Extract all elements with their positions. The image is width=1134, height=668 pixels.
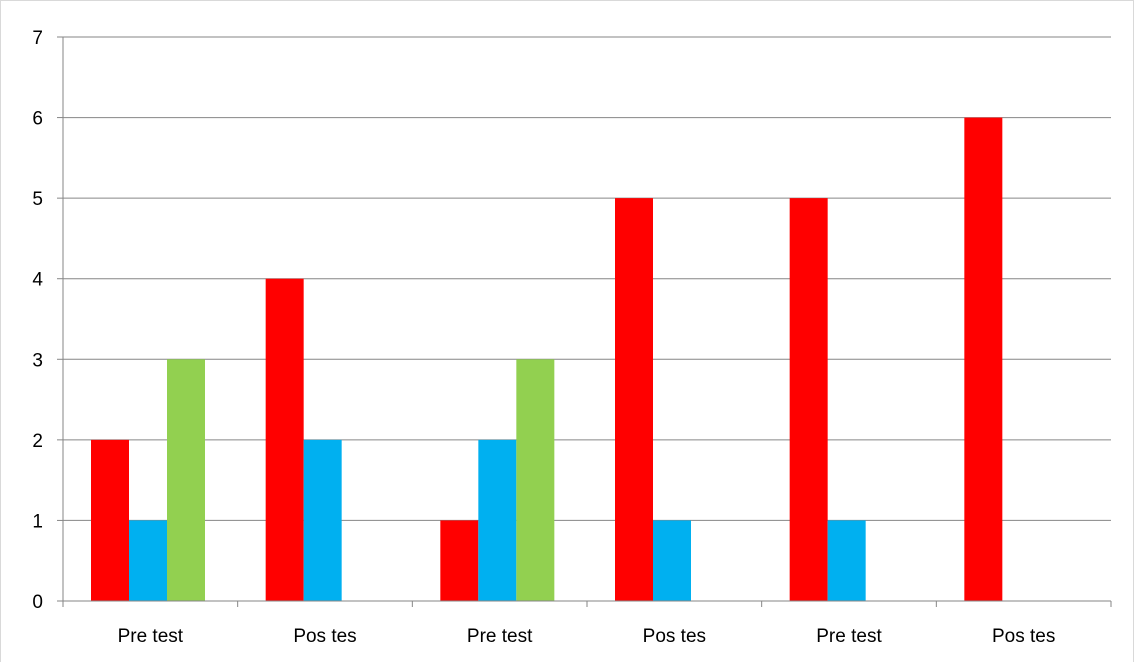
- y-tick-label: 3: [32, 350, 43, 371]
- x-tick-label: Pos tes: [992, 626, 1055, 647]
- bar-3-series-3: [516, 359, 555, 601]
- bar-3-series-1: [440, 520, 479, 601]
- x-tick-label: Pre test: [467, 626, 533, 647]
- bar-2-series-1: [265, 278, 304, 601]
- bar-3-series-2: [478, 439, 517, 601]
- bar-1-series-2: [129, 520, 167, 601]
- gridlines: [63, 36, 1111, 521]
- bar-5-series-1: [789, 198, 828, 601]
- x-tick-label: Pre test: [816, 626, 882, 647]
- bar-2-series-2: [303, 439, 342, 601]
- bar-4-series-2: [653, 520, 691, 601]
- bar-1-series-3: [167, 359, 205, 601]
- bar-5-series-2: [827, 520, 866, 601]
- bar-1-series-1: [91, 439, 129, 601]
- y-tick-label: 7: [32, 28, 43, 49]
- y-tick-label: 0: [32, 592, 43, 613]
- bar-4-series-1: [615, 198, 653, 601]
- x-tick-label: Pre test: [118, 626, 184, 647]
- y-tick-label: 1: [32, 511, 43, 532]
- x-tick-label: Pos tes: [293, 626, 356, 647]
- x-tick-label: Pos tes: [643, 626, 706, 647]
- y-tick-label: 6: [32, 109, 43, 130]
- bars: [91, 117, 1003, 602]
- y-tick-label: 2: [32, 431, 43, 452]
- y-tick-label: 4: [32, 270, 43, 291]
- y-tick-label: 5: [32, 189, 43, 210]
- bar-6-series-1: [964, 117, 1003, 602]
- axes: [57, 36, 1112, 607]
- tick-labels: 0 1 2 3 4 5 6 7 Pre test Pos tes Pre test Pos tes Pr…: [32, 28, 1055, 647]
